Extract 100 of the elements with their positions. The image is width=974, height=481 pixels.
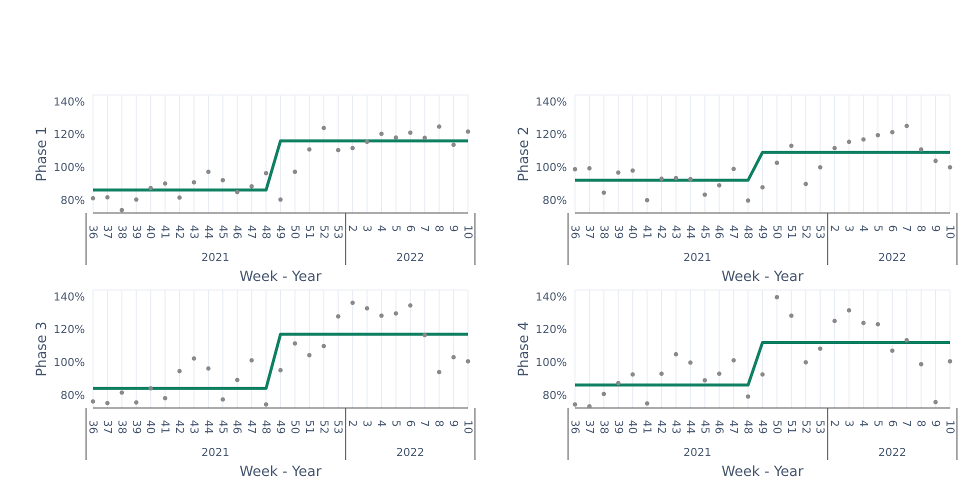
x-tick-label: 40 bbox=[144, 420, 158, 434]
y-tick-label: 120% bbox=[54, 323, 85, 336]
x-tick-label: 39 bbox=[130, 420, 143, 434]
point bbox=[177, 195, 182, 200]
y-tick-label: 100% bbox=[536, 161, 567, 174]
x-tick-label: 51 bbox=[302, 420, 316, 434]
x-tick-label: 9 bbox=[929, 420, 942, 427]
x-tick-label: 8 bbox=[914, 225, 928, 232]
point bbox=[264, 170, 268, 176]
point bbox=[789, 144, 794, 148]
point bbox=[235, 190, 240, 194]
x-tick-label: 39 bbox=[130, 225, 143, 239]
y-tick-label: 80% bbox=[542, 388, 567, 402]
point bbox=[644, 401, 650, 406]
x-tick-label: 4 bbox=[856, 225, 870, 232]
point bbox=[774, 295, 780, 300]
y-tick-label: 140% bbox=[536, 290, 567, 304]
text: 2021 bbox=[683, 446, 712, 459]
x-tick-label: 42 bbox=[173, 420, 186, 434]
point bbox=[364, 140, 370, 144]
text: 2022 bbox=[396, 251, 424, 264]
x-tick-label: 5 bbox=[871, 420, 884, 427]
y-tick-label: 140% bbox=[54, 95, 85, 108]
x-tick-label: 47 bbox=[727, 420, 740, 434]
point bbox=[861, 137, 866, 142]
x-tick-label: 45 bbox=[216, 420, 230, 434]
point bbox=[918, 147, 924, 152]
point bbox=[336, 314, 340, 319]
point bbox=[408, 130, 413, 135]
x-tick-label: 43 bbox=[669, 420, 682, 434]
point bbox=[206, 366, 211, 371]
x-tick-label: 3 bbox=[842, 420, 856, 427]
x-tick-label: 6 bbox=[404, 225, 417, 232]
text: 2022 bbox=[878, 446, 906, 459]
x-axis-title: Week - Year bbox=[722, 464, 804, 480]
x-tick-label: 45 bbox=[698, 420, 712, 434]
x-tick-label: 53 bbox=[332, 420, 345, 434]
x-tick-label: 50 bbox=[770, 225, 784, 239]
x-tick-label: 45 bbox=[698, 225, 712, 239]
point bbox=[616, 380, 620, 386]
point bbox=[717, 183, 722, 188]
x-tick-label: 36 bbox=[568, 420, 582, 434]
point bbox=[134, 197, 138, 202]
x-tick-label: 53 bbox=[814, 225, 827, 239]
x-axis-title: Week - Year bbox=[722, 269, 804, 285]
text: 2022 bbox=[396, 446, 424, 459]
y-tick-label: 140% bbox=[536, 95, 567, 108]
point bbox=[876, 132, 880, 138]
point bbox=[760, 185, 765, 190]
y-axis-title: Phase 3 bbox=[34, 321, 50, 377]
x-tick-label: 44 bbox=[202, 420, 215, 434]
point bbox=[292, 341, 298, 346]
x-tick-label: 42 bbox=[655, 225, 668, 239]
point bbox=[394, 311, 398, 316]
x-tick-label: 8 bbox=[432, 225, 446, 232]
point bbox=[688, 360, 693, 365]
x-tick-label: 49 bbox=[274, 225, 287, 239]
x-tick-label: 52 bbox=[317, 420, 330, 434]
point bbox=[572, 167, 578, 172]
point bbox=[466, 359, 470, 364]
point bbox=[933, 400, 938, 404]
point bbox=[148, 186, 153, 190]
point bbox=[602, 392, 606, 396]
point bbox=[731, 358, 736, 363]
point bbox=[890, 348, 895, 353]
x-tick-label: 3 bbox=[360, 420, 374, 427]
x-tick-label: 2 bbox=[346, 225, 360, 232]
point bbox=[336, 148, 340, 152]
x-tick-label: 48 bbox=[260, 225, 273, 239]
point bbox=[818, 346, 822, 351]
y-tick-label: 140% bbox=[54, 290, 85, 304]
x-tick-label: 47 bbox=[727, 225, 740, 239]
point bbox=[933, 158, 938, 164]
x-tick-label: 53 bbox=[332, 225, 345, 239]
x-tick-label: 43 bbox=[669, 225, 682, 239]
x-tick-label: 42 bbox=[173, 225, 186, 239]
point bbox=[350, 146, 355, 150]
x-tick-label: 10 bbox=[944, 225, 956, 239]
x-tick-label: 44 bbox=[202, 225, 215, 239]
point bbox=[746, 198, 750, 203]
point bbox=[307, 147, 312, 152]
x-tick-label: 46 bbox=[230, 225, 244, 239]
point bbox=[630, 168, 635, 173]
x-tick-label: 5 bbox=[871, 225, 884, 232]
point bbox=[948, 165, 952, 170]
y-axis-title: Phase 4 bbox=[516, 321, 532, 377]
x-tick-label: 41 bbox=[640, 225, 654, 239]
point bbox=[659, 176, 664, 181]
point bbox=[818, 165, 822, 170]
point bbox=[731, 166, 736, 172]
x-tick-label: 47 bbox=[245, 420, 258, 434]
point bbox=[572, 402, 578, 407]
point bbox=[90, 196, 96, 200]
point bbox=[948, 359, 952, 364]
point bbox=[904, 338, 909, 342]
point bbox=[587, 166, 592, 170]
x-tick-label: 41 bbox=[158, 225, 172, 239]
x-tick-label: 41 bbox=[640, 420, 654, 434]
x-tick-label: 4 bbox=[374, 225, 388, 232]
x-tick-label: 37 bbox=[100, 225, 114, 239]
